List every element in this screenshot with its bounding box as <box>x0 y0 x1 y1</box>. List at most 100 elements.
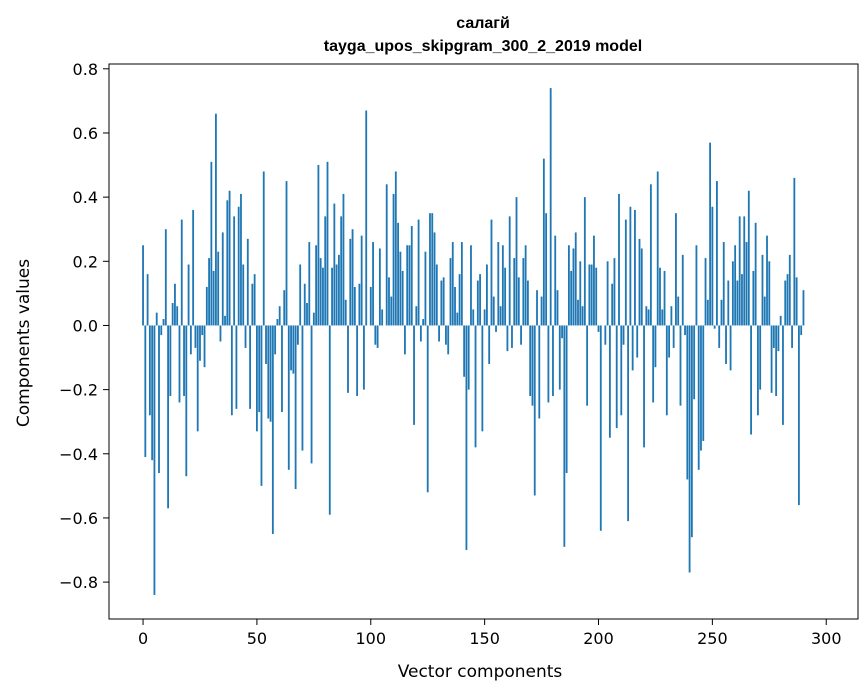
bar-73 <box>308 242 311 326</box>
x-tick-label: 100 <box>356 629 387 648</box>
bar-170 <box>529 325 532 397</box>
bar-236 <box>679 325 682 406</box>
bar-75 <box>312 312 315 326</box>
bar-79 <box>322 267 324 326</box>
bar-218 <box>638 238 641 326</box>
bar-42 <box>237 206 240 326</box>
bar-47 <box>249 325 251 409</box>
bar-110 <box>392 193 395 326</box>
bar-20 <box>187 264 190 326</box>
bar-57 <box>271 325 274 534</box>
bar-66 <box>292 325 295 374</box>
bar-212 <box>624 219 627 326</box>
bar-13 <box>171 303 174 326</box>
bar-40 <box>233 216 236 326</box>
bar-25 <box>199 325 201 361</box>
bar-213 <box>627 325 630 522</box>
bar-156 <box>497 242 500 326</box>
bar-39 <box>230 325 233 416</box>
bar-178 <box>547 325 550 403</box>
bar-77 <box>317 165 320 326</box>
bar-111 <box>394 171 397 326</box>
bar-230 <box>665 325 668 416</box>
bar-102 <box>374 325 377 345</box>
bar-173 <box>536 290 538 326</box>
y-tick-label: −0.4 <box>59 445 98 464</box>
bar-55 <box>267 325 270 419</box>
y-axis-label: Components values <box>14 259 34 427</box>
bar-107 <box>385 184 388 326</box>
y-tick-label: 0.2 <box>73 252 98 271</box>
bar-21 <box>189 325 192 355</box>
bar-7 <box>158 325 160 474</box>
bar-119 <box>413 325 415 425</box>
bar-82 <box>328 325 331 515</box>
bar-41 <box>235 325 238 409</box>
bar-260 <box>734 245 737 326</box>
y-axis-ticks: −0.8 −0.6 −0.4 −0.2 0.0 0.2 0.4 0.6 0.8 <box>59 60 109 592</box>
bar-36 <box>224 315 226 326</box>
bar-166 <box>520 325 522 345</box>
bar-254 <box>720 299 723 326</box>
bar-288 <box>797 325 800 506</box>
bar-253 <box>718 325 721 348</box>
x-axis-ticks: 0 50 100 150 200 250 300 <box>138 619 842 648</box>
bar-103 <box>376 325 379 348</box>
bar-284 <box>788 254 791 326</box>
bar-256 <box>725 325 727 364</box>
bar-5 <box>153 325 156 595</box>
bar-19 <box>185 325 188 477</box>
bar-2 <box>146 274 149 326</box>
bar-216 <box>634 209 636 326</box>
bar-165 <box>517 277 520 326</box>
bar-159 <box>504 267 507 326</box>
bar-29 <box>208 258 210 326</box>
bar-32 <box>215 113 217 326</box>
bar-135 <box>449 258 452 326</box>
bar-163 <box>513 258 516 326</box>
bar-274 <box>766 235 768 326</box>
bar-45 <box>244 325 247 348</box>
bar-76 <box>315 245 318 326</box>
bar-185 <box>563 325 566 547</box>
bar-9 <box>162 319 165 326</box>
bar-276 <box>770 325 773 393</box>
bar-221 <box>645 306 648 326</box>
bar-203 <box>604 325 607 345</box>
bar-85 <box>335 264 338 326</box>
bar-142 <box>465 325 468 551</box>
bar-251 <box>713 325 716 329</box>
bar-210 <box>620 325 623 416</box>
bar-235 <box>677 296 680 326</box>
bar-88 <box>342 193 345 326</box>
bar-278 <box>775 325 778 397</box>
bar-28 <box>205 286 208 326</box>
bar-61 <box>281 325 283 413</box>
bar-233 <box>672 325 675 348</box>
bar-272 <box>761 254 764 326</box>
bar-38 <box>228 190 231 326</box>
bar-54 <box>265 325 267 364</box>
bar-14 <box>174 283 176 326</box>
bar-84 <box>333 203 336 326</box>
y-tick-label: −0.6 <box>59 509 98 528</box>
bar-48 <box>251 283 254 326</box>
bar-89 <box>344 299 347 326</box>
bar-122 <box>419 325 422 342</box>
bar-175 <box>540 296 543 326</box>
bar-192 <box>579 261 582 326</box>
bar-229 <box>663 270 666 326</box>
bar-96 <box>360 235 363 326</box>
bar-205 <box>608 325 611 438</box>
bar-225 <box>654 325 657 368</box>
bar-249 <box>709 142 711 326</box>
bar-49 <box>253 274 256 326</box>
plot-area-frame <box>108 63 859 620</box>
bar-144 <box>470 245 472 326</box>
bar-120 <box>415 306 418 326</box>
bar-115 <box>404 325 406 355</box>
bar-11 <box>167 325 169 509</box>
bar-46 <box>246 238 249 326</box>
bar-177 <box>545 213 548 326</box>
